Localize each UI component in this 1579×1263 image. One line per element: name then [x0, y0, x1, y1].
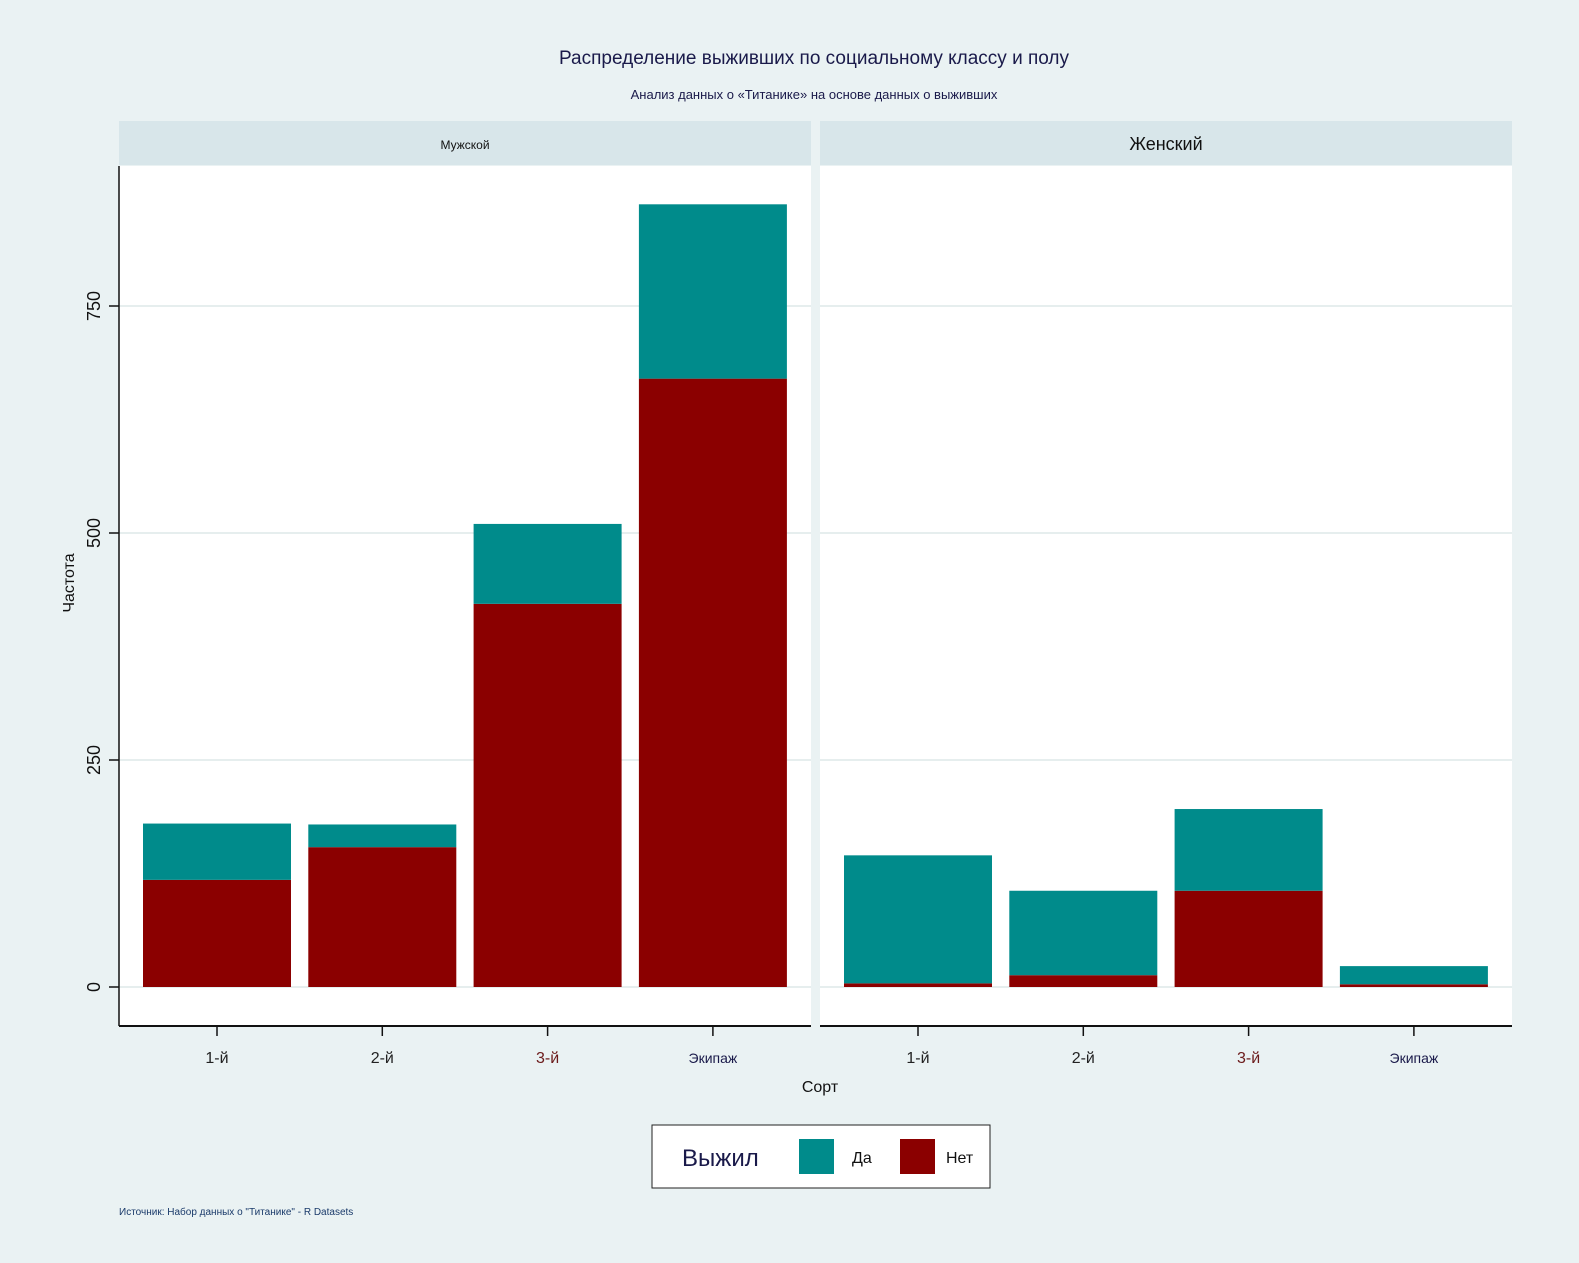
bar-yes: [1339, 966, 1488, 985]
caption: Источник: Набор данных о "Титанике" - R …: [119, 1206, 353, 1218]
y-axis-label: Частота: [61, 553, 78, 612]
bar-no: [308, 847, 457, 987]
bar-yes: [1174, 809, 1323, 891]
y-axis: 0 250 500 750: [84, 166, 120, 1026]
bar-no: [473, 603, 622, 987]
x-tick-label: Экипаж: [689, 1050, 738, 1066]
x-tick-label: 1-й: [906, 1050, 929, 1067]
bar-yes: [638, 204, 787, 379]
legend-title: Выжил: [682, 1145, 759, 1172]
x-axis-label: Сорт: [802, 1079, 839, 1096]
facet-strip: [820, 121, 1512, 165]
panels: Мужской 1-й 2-й 3-й Экипаж Женский 1-й 2-й 3-й Эк…: [119, 121, 1512, 1067]
legend-label-no: Нет: [946, 1150, 974, 1167]
y-tick-label: 0: [84, 982, 104, 992]
bar-no: [844, 983, 992, 987]
bar-yes: [844, 855, 992, 984]
x-tick-label: 3-й: [536, 1050, 559, 1067]
x-tick-label: 2-й: [371, 1050, 394, 1067]
bar-yes: [473, 523, 622, 604]
x-tick-label: Экипаж: [1390, 1050, 1439, 1066]
x-tick-label: 3-й: [1237, 1050, 1260, 1067]
bar-no: [143, 879, 291, 987]
bar-yes: [143, 823, 291, 880]
y-tick-label: 500: [84, 518, 104, 548]
bar-yes: [308, 824, 457, 848]
bar-no: [1174, 890, 1323, 987]
legend-label-yes: Да: [852, 1150, 872, 1167]
chart-title: Распределение выживших по социальному кл…: [559, 48, 1069, 69]
bar-no: [638, 378, 787, 987]
chart-subtitle: Анализ данных о «Титанике» на основе дан…: [631, 87, 998, 102]
legend-swatch-yes: [799, 1139, 834, 1174]
panel-2: Женский 1-й 2-й 3-й Экипаж: [820, 121, 1512, 1067]
y-tick-label: 750: [84, 291, 104, 321]
facet-strip: [119, 121, 811, 165]
legend-swatch-no: [900, 1139, 935, 1174]
facet-label: Женский: [1129, 134, 1202, 154]
panel-1: Мужской 1-й 2-й 3-й Экипаж: [119, 121, 811, 1067]
bar-yes: [1009, 890, 1158, 976]
bar-no: [1339, 984, 1488, 987]
bar-no: [1009, 975, 1158, 987]
y-tick-label: 250: [84, 745, 104, 775]
legend: Выжил Да Нет: [651, 1124, 991, 1189]
x-tick-label: 1-й: [205, 1050, 228, 1067]
facet-label: Мужской: [440, 138, 489, 152]
x-tick-label: 2-й: [1072, 1050, 1095, 1067]
